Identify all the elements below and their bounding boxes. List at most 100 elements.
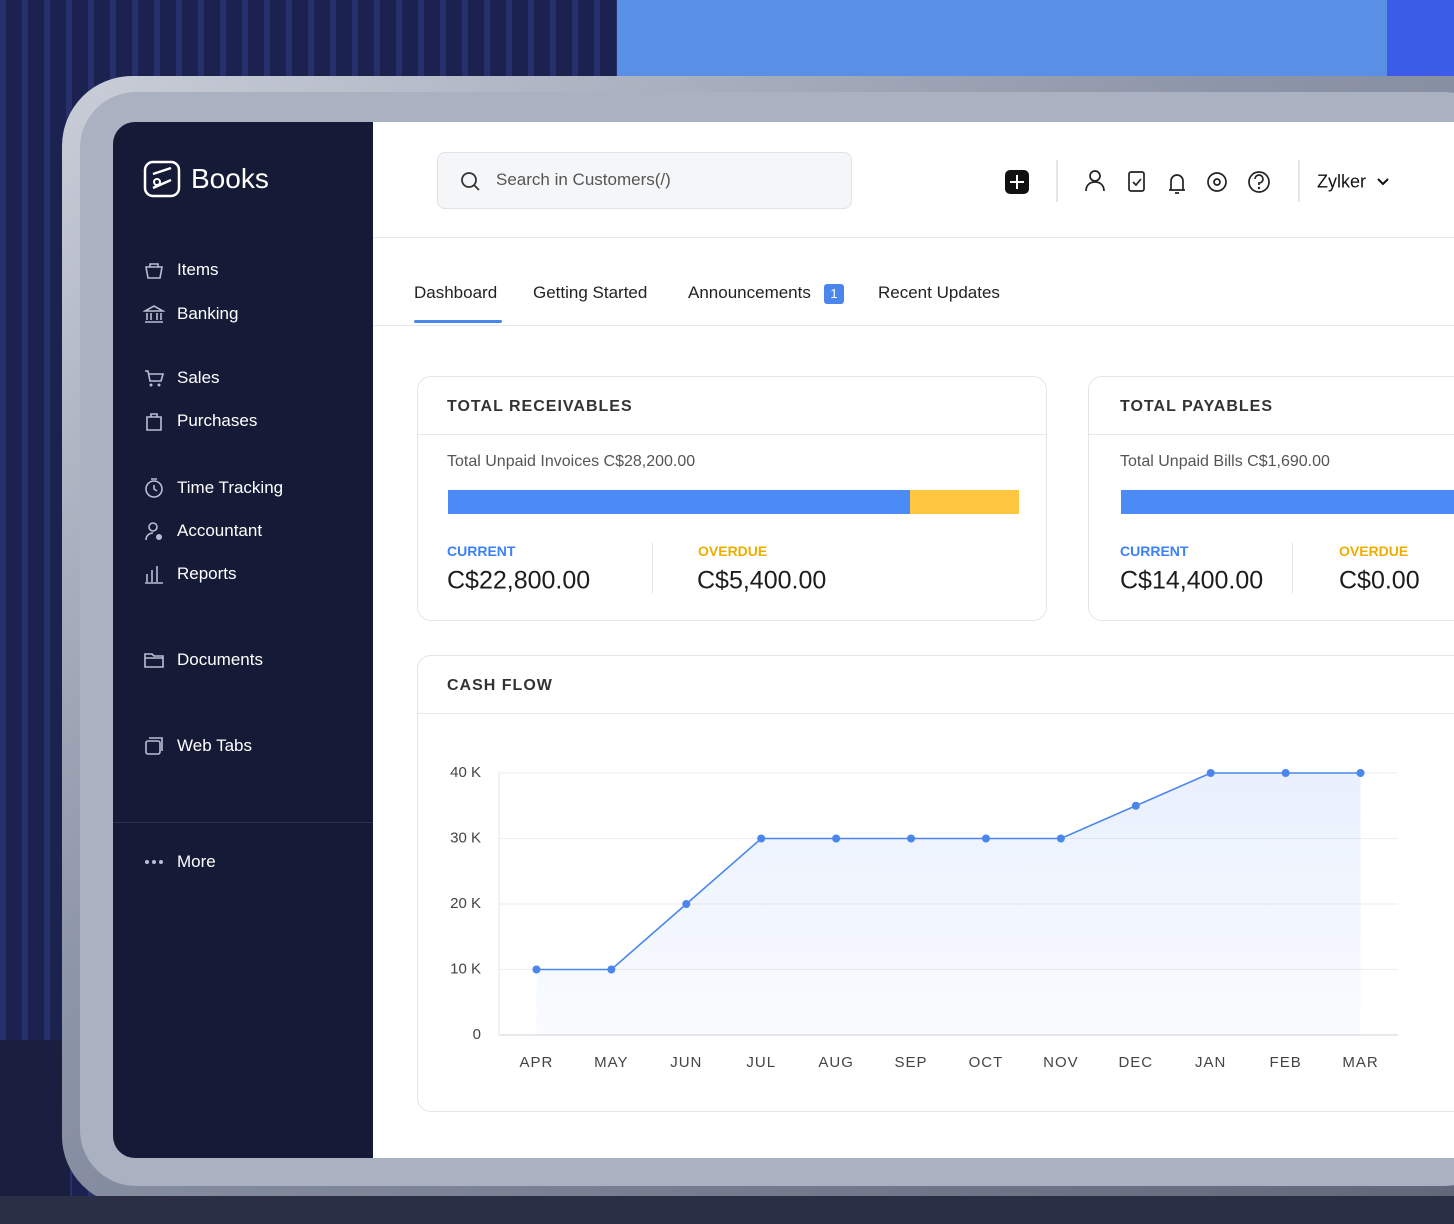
main: Search in Customers(/) Zylker Dashboard …: [373, 122, 1454, 1158]
y-tick-label: 0: [473, 1026, 481, 1043]
nav-item[interactable]: Reports: [177, 564, 237, 583]
point: [1356, 769, 1365, 777]
tab[interactable]: Announcements: [688, 283, 811, 302]
progress-bar: [448, 490, 1019, 514]
receivables-card: TOTAL RECEIVABLES Total Unpaid Invoices …: [417, 376, 1047, 621]
badge: 1: [824, 284, 844, 304]
sidebar-divider: [113, 822, 373, 823]
overdue-label: OVERDUE: [1339, 543, 1409, 559]
x-tick-label: DEC: [1118, 1054, 1153, 1071]
point: [682, 900, 691, 908]
divider: [652, 543, 653, 593]
card-separator: [418, 434, 1046, 435]
card-separator: [1089, 434, 1454, 435]
y-tick-label: 10 K: [450, 960, 481, 977]
sales-icon: [145, 370, 165, 387]
y-tick-label: 40 K: [450, 764, 481, 781]
line: [536, 772, 1361, 971]
webtabs-icon: [145, 737, 163, 755]
x-tick-label: NOV: [1043, 1054, 1079, 1071]
nav-more[interactable]: More: [177, 852, 216, 871]
cashflow-chart: 0 10 K 20 K 30 K 40 K APR MAY JUN JUL AUG SEP OCT NO…: [450, 764, 1398, 1071]
time-icon: [145, 478, 163, 498]
documents-icon: [144, 653, 164, 668]
nav-item[interactable]: Sales: [177, 368, 220, 387]
reports-icon: [145, 566, 163, 584]
tab[interactable]: Dashboard: [414, 283, 498, 302]
overdue-label: OVERDUE: [698, 543, 768, 559]
current-amount: C$14,400.00: [1120, 566, 1264, 595]
overdue-amount: C$5,400.00: [697, 566, 827, 595]
banking-icon: [143, 305, 165, 323]
y-tick-label: 20 K: [450, 895, 481, 912]
user-chevron[interactable]: [1377, 178, 1389, 186]
card-subtitle: Total Unpaid Invoices C$28,200.00: [447, 453, 696, 470]
tab[interactable]: Recent Updates: [878, 283, 1000, 302]
y-tick-label: 30 K: [450, 829, 481, 846]
current-amount: C$22,800.00: [447, 566, 591, 595]
active-tab-indicator: [414, 320, 502, 323]
sidebar: Books Items Banking Sales Purchases Time…: [113, 122, 373, 1158]
purchases-icon: [146, 413, 162, 431]
nav-item[interactable]: Accountant: [177, 521, 263, 540]
x-tick-label: AUG: [818, 1054, 854, 1071]
header-border: [373, 237, 1454, 238]
x-tick-label: OCT: [969, 1054, 1004, 1071]
x-tick-label: JAN: [1195, 1054, 1226, 1071]
divider: [1292, 543, 1293, 593]
nav-item[interactable]: Time Tracking: [177, 478, 284, 497]
point: [1206, 769, 1215, 777]
accountant-icon: [145, 522, 162, 541]
point: [607, 965, 616, 974]
cashflow-card: CASH FLOW 0 10 K 20 K 30 K 40 K APR MAY JUN JUL A…: [417, 655, 1454, 1112]
nav-item[interactable]: Items: [177, 260, 219, 279]
tasks-icon[interactable]: [1128, 171, 1145, 192]
x-tick-label: SEP: [895, 1054, 928, 1071]
area: [536, 773, 1361, 1035]
point: [907, 834, 916, 843]
header-icons: [1005, 160, 1389, 202]
card-title: TOTAL PAYABLES: [1120, 398, 1273, 415]
point: [532, 965, 541, 974]
settings-icon[interactable]: [1207, 172, 1227, 192]
x-tick-label: MAY: [594, 1054, 628, 1071]
nav-item[interactable]: Documents: [177, 650, 263, 669]
payables-card: TOTAL PAYABLES Total Unpaid Bills C$1,69…: [1088, 376, 1454, 621]
x-tick-label: FEB: [1270, 1054, 1302, 1071]
items-icon: [145, 263, 163, 279]
x-tick-label: JUL: [746, 1054, 776, 1071]
point: [757, 834, 766, 843]
overdue-amount: C$0.00: [1339, 566, 1420, 595]
bell-icon[interactable]: [1169, 174, 1185, 194]
x-tick-label: MAR: [1342, 1054, 1378, 1071]
brand-logo: [143, 160, 181, 198]
card-title: TOTAL RECEIVABLES: [447, 398, 633, 415]
card-subtitle: Total Unpaid Bills C$1,690.00: [1120, 453, 1330, 470]
users-icon[interactable]: [1085, 170, 1105, 192]
card-separator: [418, 713, 1454, 714]
tabs-border: [373, 325, 1454, 326]
current-segment: [448, 490, 910, 514]
current-label: CURRENT: [447, 543, 516, 559]
help-icon[interactable]: [1248, 171, 1270, 193]
progress-bar: [1121, 490, 1454, 514]
point: [1131, 801, 1140, 810]
current-segment: [1121, 490, 1454, 514]
x-tick-label: APR: [520, 1054, 554, 1071]
overdue-segment: [909, 490, 1019, 514]
search-box[interactable]: Search in Customers(/): [437, 152, 852, 209]
x-tick-label: JUN: [670, 1054, 702, 1071]
tab[interactable]: Getting Started: [533, 283, 648, 302]
nav-item[interactable]: Purchases: [177, 411, 258, 430]
nav-item[interactable]: Banking: [177, 304, 239, 323]
point: [981, 834, 990, 843]
brand: Books: [191, 163, 269, 194]
point: [832, 834, 841, 843]
more-icon: [145, 860, 163, 864]
user-menu[interactable]: Zylker: [1317, 171, 1366, 192]
nav-item[interactable]: Web Tabs: [177, 736, 252, 755]
card-title: CASH FLOW: [447, 677, 553, 694]
current-label: CURRENT: [1120, 543, 1189, 559]
point: [1056, 834, 1065, 843]
